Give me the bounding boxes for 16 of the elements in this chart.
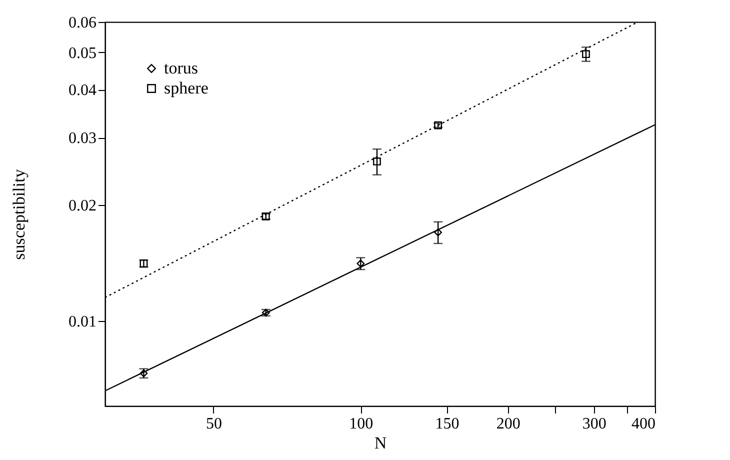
x-tick-label: 400	[632, 416, 656, 432]
x-tick-label: 50	[206, 416, 222, 432]
x-tick-label: 300	[582, 416, 606, 432]
y-tick-label: 0.06	[68, 14, 96, 32]
y-axis-title: susceptibility	[10, 168, 28, 260]
legend-label: sphere	[164, 78, 208, 98]
x-tick-label: 100	[349, 416, 374, 432]
y-tick-label: 0.04	[68, 82, 96, 100]
y-tick-label: 0.03	[68, 130, 96, 148]
y-tick-label: 0.01	[68, 313, 96, 330]
x-tick-label: 200	[496, 416, 520, 432]
legend-label: torus	[164, 58, 198, 78]
y-tick-label: 0.05	[68, 44, 96, 62]
y-tick-label: 0.02	[68, 198, 96, 215]
x-tick-label: 150	[435, 416, 460, 432]
x-axis-title: N	[374, 434, 387, 452]
